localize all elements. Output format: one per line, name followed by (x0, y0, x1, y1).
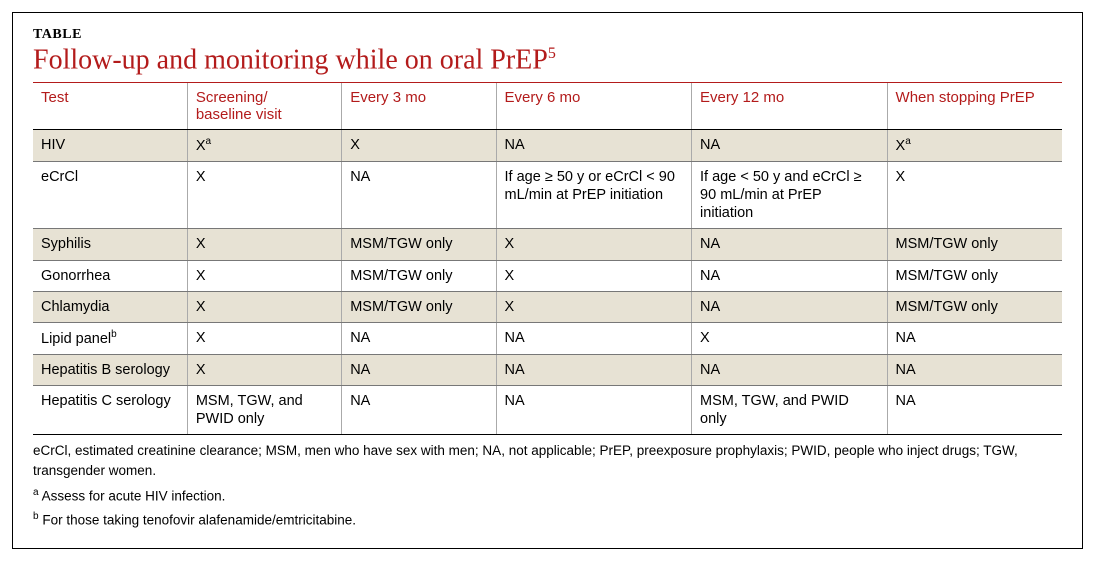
col-header: Screening/baseline visit (187, 83, 341, 130)
table-cell: MSM, TGW, and PWID only (187, 385, 341, 434)
title-superscript: 5 (548, 45, 556, 62)
table-cell: HIV (33, 130, 187, 162)
col-header: Every 12 mo (692, 83, 888, 130)
col-header: Every 3 mo (342, 83, 496, 130)
table-cell: NA (692, 354, 888, 385)
table-row: SyphilisXMSM/TGW onlyXNAMSM/TGW only (33, 229, 1062, 260)
table-cell: X (342, 130, 496, 162)
table-cell: X (187, 322, 341, 354)
table-cell: MSM/TGW only (887, 291, 1062, 322)
table-row: eCrClXNAIf age ≥ 50 y or eCrCl < 90 mL/m… (33, 162, 1062, 229)
footnote-b: b For those taking tenofovir alafenamide… (33, 509, 1062, 531)
table-cell: MSM/TGW only (342, 291, 496, 322)
table-title: Follow-up and monitoring while on oral P… (33, 45, 1062, 83)
table-cell: Hepatitis C serology (33, 385, 187, 434)
table-cell: X (187, 229, 341, 260)
table-cell: X (187, 260, 341, 291)
table-cell: NA (496, 385, 692, 434)
table-cell: NA (887, 322, 1062, 354)
table-row: Lipid panelbXNANAXNA (33, 322, 1062, 354)
col-header: Test (33, 83, 187, 130)
table-cell: eCrCl (33, 162, 187, 229)
table-cell: If age < 50 y and eCrCl ≥ 90 mL/min at P… (692, 162, 888, 229)
monitoring-table: TestScreening/baseline visitEvery 3 moEv… (33, 83, 1062, 435)
table-body: HIVXaXNANAXaeCrClXNAIf age ≥ 50 y or eCr… (33, 130, 1062, 435)
table-row: Hepatitis C serologyMSM, TGW, and PWID o… (33, 385, 1062, 434)
table-cell: NA (342, 354, 496, 385)
table-cell: MSM/TGW only (887, 229, 1062, 260)
table-cell: NA (496, 130, 692, 162)
table-header-row: TestScreening/baseline visitEvery 3 moEv… (33, 83, 1062, 130)
footnotes: eCrCl, estimated creatinine clearance; M… (33, 441, 1062, 531)
table-container: TABLE Follow-up and monitoring while on … (12, 12, 1083, 549)
table-cell: Syphilis (33, 229, 187, 260)
footnote-abbrev: eCrCl, estimated creatinine clearance; M… (33, 441, 1062, 482)
table-cell: Lipid panelb (33, 322, 187, 354)
table-cell: NA (692, 229, 888, 260)
table-cell: Gonorrhea (33, 260, 187, 291)
table-cell: Xa (887, 130, 1062, 162)
table-cell: NA (692, 291, 888, 322)
table-cell: MSM/TGW only (342, 260, 496, 291)
col-header: When stopping PrEP (887, 83, 1062, 130)
col-header: Every 6 mo (496, 83, 692, 130)
heading-label: TABLE (33, 27, 1062, 43)
table-cell: NA (887, 385, 1062, 434)
table-cell: X (496, 260, 692, 291)
table-cell: NA (692, 130, 888, 162)
table-cell: X (692, 322, 888, 354)
table-cell: X (187, 291, 341, 322)
table-cell: X (187, 354, 341, 385)
table-cell: NA (342, 385, 496, 434)
table-cell: NA (692, 260, 888, 291)
table-cell: Chlamydia (33, 291, 187, 322)
table-cell: NA (342, 322, 496, 354)
title-text: Follow-up and monitoring while on oral P… (33, 44, 548, 75)
table-cell: NA (496, 322, 692, 354)
table-cell: Hepatitis B serology (33, 354, 187, 385)
table-cell: NA (887, 354, 1062, 385)
table-row: Hepatitis B serologyXNANANANA (33, 354, 1062, 385)
footnote-a: a Assess for acute HIV infection. (33, 485, 1062, 507)
table-cell: NA (496, 354, 692, 385)
table-cell: MSM, TGW, and PWID only (692, 385, 888, 434)
table-row: GonorrheaXMSM/TGW onlyXNAMSM/TGW only (33, 260, 1062, 291)
table-cell: NA (342, 162, 496, 229)
table-row: HIVXaXNANAXa (33, 130, 1062, 162)
footnote-a-text: Assess for acute HIV infection. (42, 488, 226, 503)
table-cell: X (496, 291, 692, 322)
table-cell: If age ≥ 50 y or eCrCl < 90 mL/min at Pr… (496, 162, 692, 229)
table-cell: MSM/TGW only (342, 229, 496, 260)
table-cell: Xa (187, 130, 341, 162)
table-cell: X (187, 162, 341, 229)
table-cell: MSM/TGW only (887, 260, 1062, 291)
table-cell: X (496, 229, 692, 260)
table-row: ChlamydiaXMSM/TGW onlyXNAMSM/TGW only (33, 291, 1062, 322)
table-cell: X (887, 162, 1062, 229)
footnote-b-text: For those taking tenofovir alafenamide/e… (42, 513, 356, 528)
